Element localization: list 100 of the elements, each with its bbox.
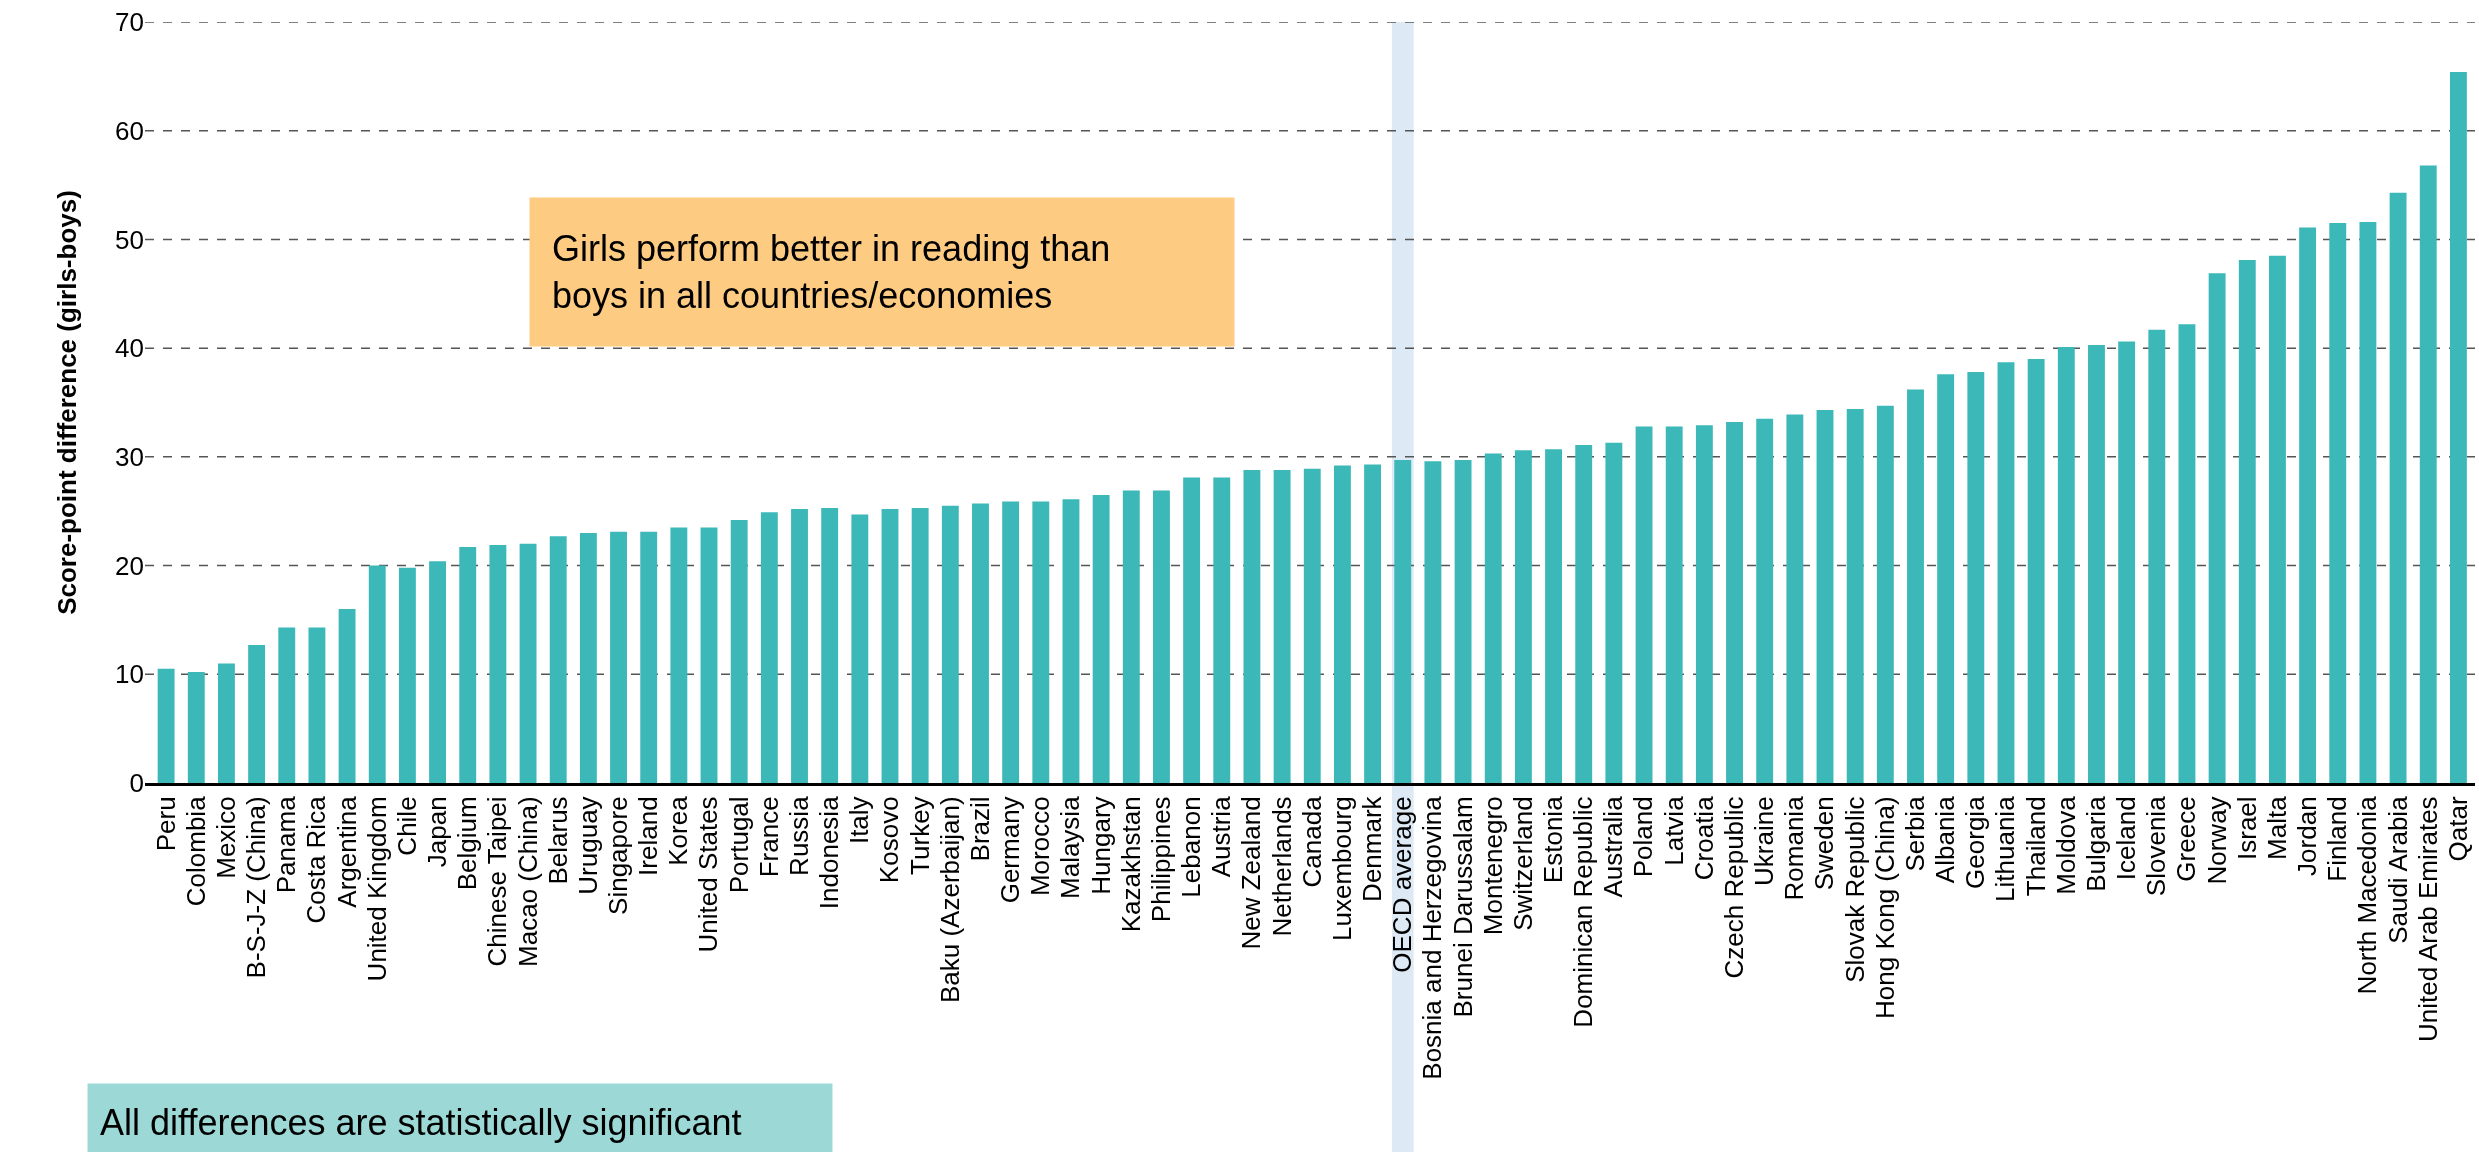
bar [187,672,205,783]
x-tick-label: United States [693,796,724,953]
bar [217,663,235,783]
bar [1545,449,1562,783]
bar [278,627,296,783]
x-tick-label: OECD average [1387,796,1418,973]
y-tick-label: 40 [115,333,144,364]
bar [1424,461,1442,783]
bar [821,507,839,783]
bar [2208,273,2226,783]
bar [1967,372,1985,783]
x-tick-label: Serbia [1899,795,1930,872]
bar [2449,72,2467,783]
x-tick-label: Jordan [2292,796,2323,876]
x-tick-label: Chile [391,796,422,856]
x-tick-label: New Zealand [1236,796,1267,950]
x-tick-label: Kazakhstan [1115,796,1146,933]
x-tick-label: Romania [1779,795,1810,901]
bar [1575,444,1593,783]
bar [1937,374,1955,783]
note-box: All differences are statistically significant [87,1083,833,1152]
x-tick-label: Denmark [1357,795,1388,902]
bar [1364,464,1382,783]
bar [1484,453,1502,783]
bar [1394,460,1412,783]
bar [2299,227,2317,783]
x-tick-label: Switzerland [1507,796,1538,931]
bar [2178,324,2196,783]
x-tick-label: Lebanon [1176,796,1207,898]
x-tick-label: Netherlands [1266,796,1297,937]
bar [429,561,447,783]
x-tick-label: Lithuania [1990,795,2021,902]
bar [2268,255,2286,783]
x-tick-label: Poland [1628,796,1659,878]
x-tick-label: Kosovo [874,796,905,884]
x-tick-label: Australia [1598,795,1629,898]
x-tick-label: Colombia [180,795,211,907]
bar [1786,414,1804,783]
bar [489,544,507,783]
bar [1454,460,1472,783]
x-tick-label: Latvia [1658,795,1689,866]
x-tick-label: Slovak Republic [1839,796,1870,983]
x-tick-label: Philippines [1145,796,1176,923]
bar [1062,499,1080,783]
x-tick-label: Costa Rica [301,795,332,924]
x-tick-label: Uruguay [572,796,603,895]
x-tick-label: Estonia [1538,795,1569,884]
x-tick-label: Argentina [331,795,362,908]
bar [1816,410,1834,783]
bar [1665,426,1683,783]
bar [760,512,778,783]
bar [730,519,748,783]
x-tick-label: Croatia [1688,795,1719,881]
y-axis-title: Score-point difference (girls-boys) [52,190,83,615]
x-tick-label: Montenegro [1477,796,1508,936]
bar [610,531,627,783]
x-tick-label: Morocco [1025,796,1056,897]
x-tick-label: Sweden [1809,796,1840,891]
x-tick-label: Korea [663,795,694,866]
x-tick-label: Brunei Darussalam [1447,796,1478,1018]
x-tick-label: Belgium [452,796,483,891]
x-tick-label: Baku (Azerbaijan) [934,796,965,1004]
bar [519,543,537,783]
bar [2088,344,2105,783]
x-tick-label: Italy [844,796,875,845]
x-tick-label: Austria [1206,795,1237,878]
bar [1514,450,1532,783]
bar [1092,494,1110,783]
bar [1183,477,1201,783]
x-tick-label: Saudi Arabia [2382,795,2413,944]
bar [2027,359,2045,783]
x-tick-label: Peru [150,796,181,852]
x-tick-label: Brazil [964,796,995,862]
bar [972,503,989,783]
x-tick-label: Canada [1296,795,1327,888]
bar [338,609,356,783]
y-tick-label: 50 [115,224,144,255]
x-tick-label: Czech Republic [1718,796,1749,979]
x-tick-label: Hungary [1085,796,1116,895]
x-tick-label: France [753,796,784,878]
bar [248,644,266,783]
x-tick-label: Russia [783,795,814,876]
x-tick-label: Ukraine [1749,796,1780,886]
bar [1695,425,1713,783]
x-tick-label: Moldova [2050,795,2081,895]
bar [549,536,567,783]
x-tick-label: Malaysia [1055,795,1086,899]
x-tick-label: Bosnia and Herzegovina [1417,795,1448,1080]
x-tick-label: Albania [1930,795,1961,884]
x-tick-label: Mexico [210,796,241,879]
x-tick-label: Bulgaria [2080,795,2111,892]
y-tick-label: 0 [129,768,144,799]
bar [1303,468,1321,783]
x-tick-label: North Macedonia [2352,795,2383,995]
y-tick-label: 70 [115,7,144,38]
x-tick-label: Qatar [2442,796,2473,862]
x-tick-label: Luxembourg [1326,796,1357,941]
bar [881,509,899,783]
note-box: Girls perform better in reading than boys in all countries/economies [529,197,1235,347]
y-tick-label: 60 [115,115,144,146]
